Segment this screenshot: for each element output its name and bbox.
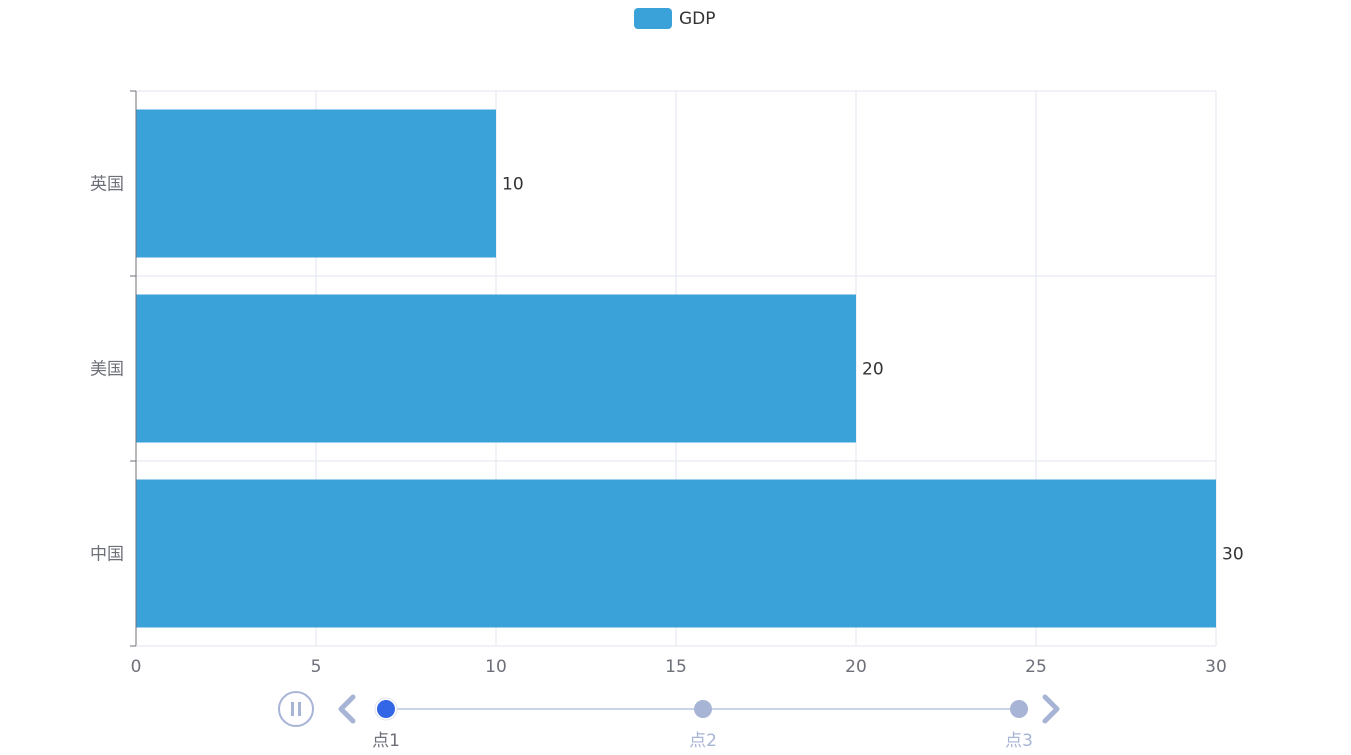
timeline[interactable]: 点1 点2 点3 — [278, 691, 1060, 751]
chevron-left-icon[interactable] — [338, 694, 356, 724]
legend-swatch-gdp[interactable] — [634, 8, 672, 29]
pause-button[interactable] — [278, 691, 314, 727]
legend[interactable]: GDP — [634, 8, 716, 29]
data-label-2: 30 — [1222, 545, 1244, 565]
x-axis-tick-label-3: 15 — [665, 657, 687, 677]
timeline-point-1[interactable] — [694, 700, 712, 718]
bars: 10 20 30 — [136, 109, 1244, 628]
pause-icon-bar-left[interactable] — [291, 702, 294, 716]
y-axis-label-1: 美国 — [90, 360, 124, 380]
x-axis-tick-label-5: 25 — [1025, 657, 1047, 677]
pause-icon-bar-right[interactable] — [298, 702, 301, 716]
bar-2 — [136, 479, 1216, 628]
chevron-right-icon[interactable] — [1042, 694, 1060, 724]
data-label-1: 20 — [862, 360, 884, 380]
pause-icon[interactable] — [291, 702, 301, 716]
x-axis-tick-label-4: 20 — [845, 657, 867, 677]
x-axis-tick-label-1: 5 — [311, 657, 322, 677]
x-axis-tick-label-6: 30 — [1205, 657, 1227, 677]
timeline-point-0[interactable] — [377, 700, 395, 718]
timeline-label-0[interactable]: 点1 — [372, 731, 400, 751]
bar-1 — [136, 294, 856, 443]
timeline-label-2[interactable]: 点3 — [1005, 731, 1033, 751]
y-axis-label-0: 英国 — [90, 175, 124, 195]
x-axis-tick-label-2: 10 — [485, 657, 507, 677]
bar-0 — [136, 109, 496, 258]
data-label-0: 10 — [502, 175, 524, 195]
timeline-point-2[interactable] — [1010, 700, 1028, 718]
pause-button-ring[interactable] — [278, 691, 314, 727]
timeline-label-1[interactable]: 点2 — [689, 731, 717, 751]
y-axis-label-2: 中国 — [90, 545, 124, 565]
x-axis-tick-label-0: 0 — [131, 657, 142, 677]
legend-label-gdp[interactable]: GDP — [679, 9, 716, 29]
